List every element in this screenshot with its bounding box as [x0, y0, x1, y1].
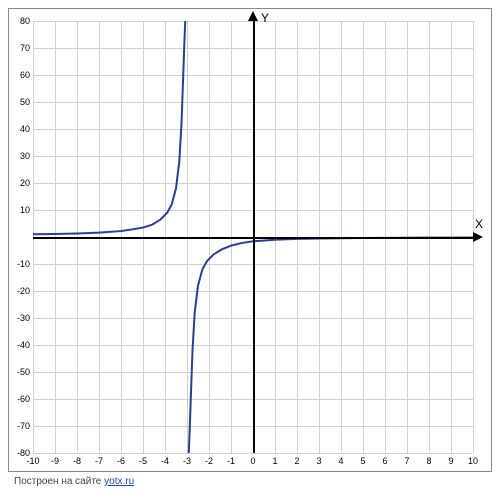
y-tick-label: 80	[20, 16, 30, 26]
x-tick-label: -6	[117, 456, 125, 466]
attribution-footer: Построен на сайте yotx.ru	[8, 476, 492, 487]
y-tick-label: -30	[17, 313, 30, 323]
x-tick-label: 3	[316, 456, 321, 466]
y-tick-label: -10	[17, 259, 30, 269]
y-tick-label: 40	[20, 124, 30, 134]
y-tick-label: 30	[20, 151, 30, 161]
y-tick-label: 20	[20, 178, 30, 188]
x-tick-label: 5	[360, 456, 365, 466]
x-tick-label: -2	[205, 456, 213, 466]
x-tick-label: 9	[448, 456, 453, 466]
x-tick-label: 6	[382, 456, 387, 466]
y-tick-label: 50	[20, 97, 30, 107]
x-tick-label: 1	[272, 456, 277, 466]
x-tick-label: 2	[294, 456, 299, 466]
x-tick-label: 7	[404, 456, 409, 466]
y-axis-label: Y	[261, 11, 269, 25]
x-axis-label: X	[475, 217, 483, 231]
y-tick-label: 70	[20, 43, 30, 53]
gridline-horizontal	[33, 453, 473, 454]
y-tick-label: -80	[17, 448, 30, 458]
x-tick-label: 10	[468, 456, 478, 466]
footer-link[interactable]: yotx.ru	[104, 476, 134, 487]
x-axis	[33, 237, 473, 239]
y-tick-label: -60	[17, 394, 30, 404]
function-plot: -10-9-8-7-6-5-4-3-2-1012345678910-80-70-…	[8, 8, 492, 472]
x-axis-arrow-icon	[473, 232, 483, 242]
y-tick-label: -50	[17, 367, 30, 377]
x-tick-label: -4	[161, 456, 169, 466]
x-tick-label: -7	[95, 456, 103, 466]
x-tick-label: -1	[227, 456, 235, 466]
y-tick-label: 60	[20, 70, 30, 80]
y-axis-arrow-icon	[248, 11, 258, 21]
x-tick-label: 0	[250, 456, 255, 466]
y-tick-label: -20	[17, 286, 30, 296]
y-tick-label: 10	[20, 205, 30, 215]
x-tick-label: 4	[338, 456, 343, 466]
x-tick-label: -8	[73, 456, 81, 466]
x-tick-label: -9	[51, 456, 59, 466]
footer-prefix: Построен на сайте	[14, 476, 104, 487]
y-tick-label: -40	[17, 340, 30, 350]
y-tick-label: -70	[17, 421, 30, 431]
x-tick-label: 8	[426, 456, 431, 466]
x-tick-label: -3	[183, 456, 191, 466]
x-tick-label: -5	[139, 456, 147, 466]
